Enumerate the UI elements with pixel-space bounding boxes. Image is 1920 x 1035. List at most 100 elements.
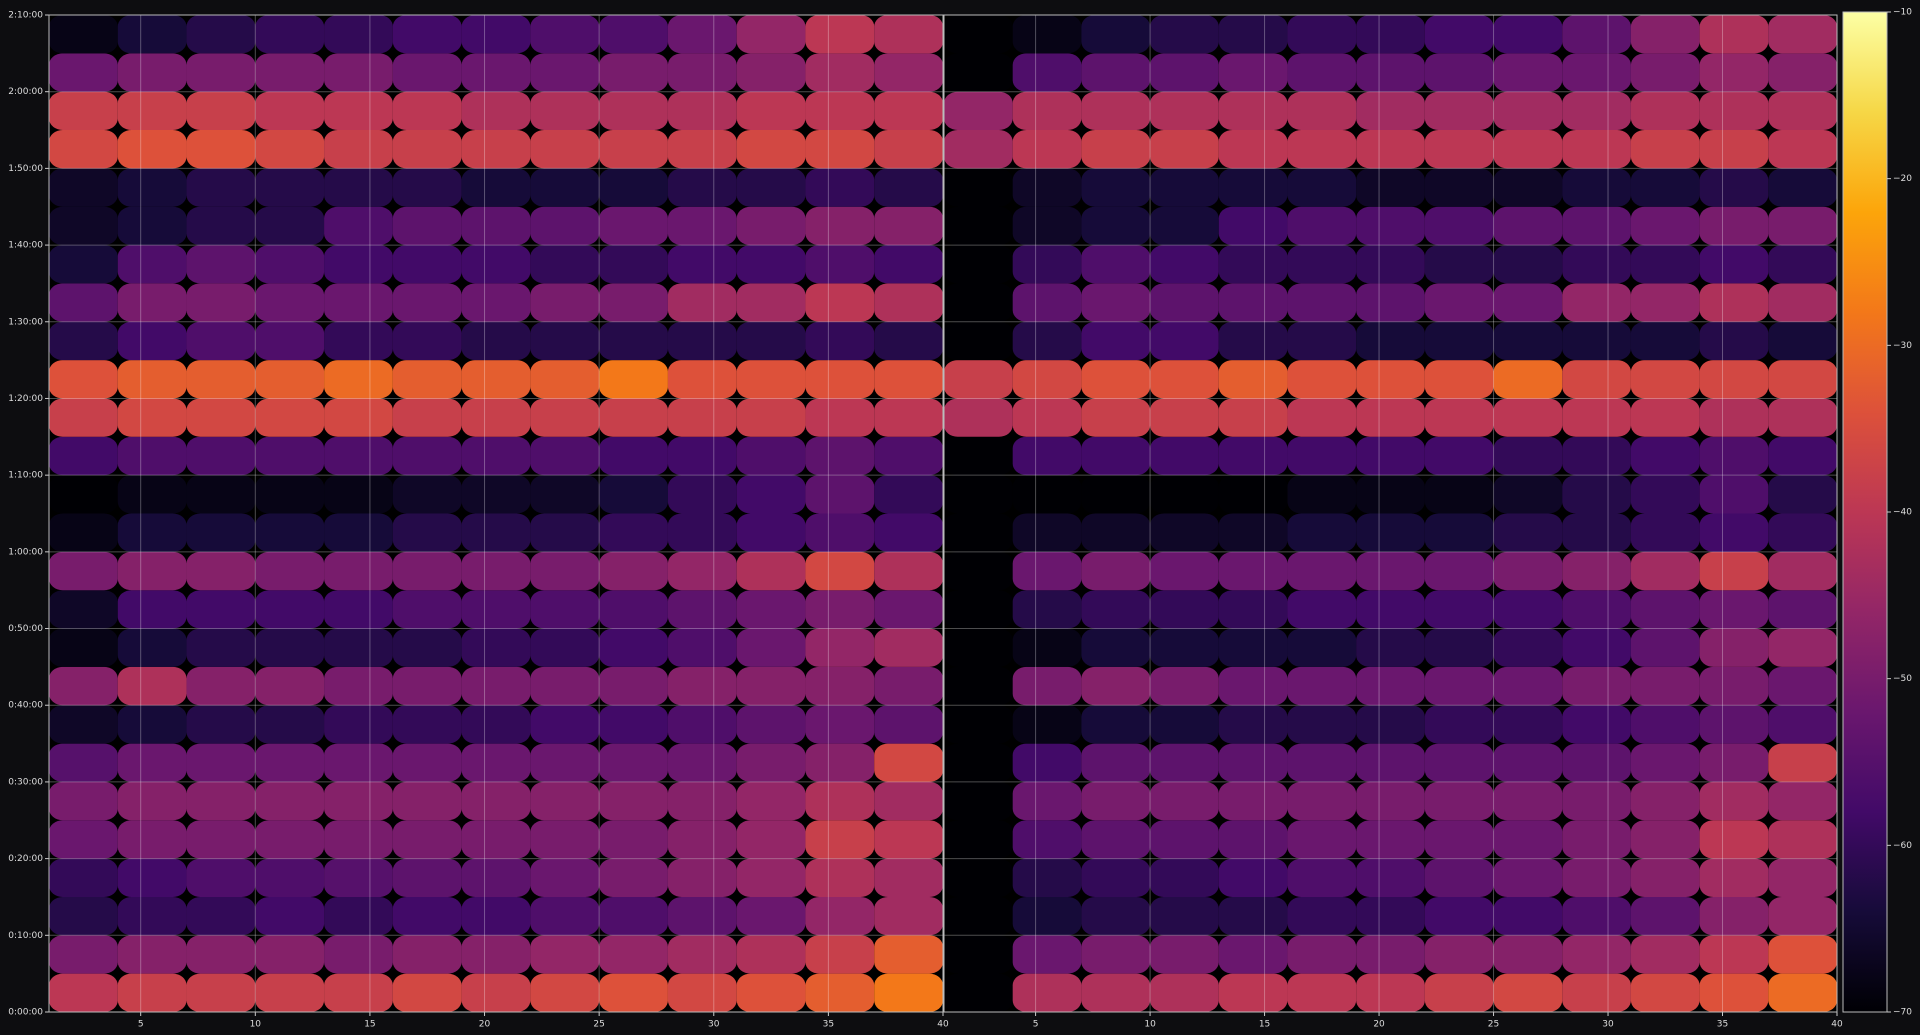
heatmap-cell: [255, 360, 325, 399]
x-tick-label: 40: [937, 1020, 949, 1030]
heatmap-cell: [1562, 91, 1631, 131]
heatmap-cell: [1218, 360, 1288, 399]
heatmap-cell: [530, 53, 600, 92]
heatmap-cell: [117, 360, 187, 399]
heatmap-cell: [117, 130, 187, 169]
heatmap-cell: [1287, 53, 1357, 92]
heatmap-cell: [461, 53, 531, 92]
heatmap-cell: [461, 551, 531, 591]
heatmap-cell: [255, 973, 325, 1012]
heatmap-cell: [805, 283, 875, 322]
heatmap-cell: [392, 705, 462, 744]
heatmap-cell: [1356, 130, 1425, 169]
heatmap-cell: [530, 743, 600, 782]
heatmap-cell: [1562, 245, 1631, 284]
heatmap-cell: [667, 781, 737, 821]
heatmap-cell: [805, 935, 875, 974]
heatmap-cell: [1012, 935, 1082, 974]
heatmap-cell: [874, 398, 943, 437]
heatmap-cell: [324, 206, 393, 246]
heatmap-cell: [1218, 781, 1288, 821]
heatmap-cell: [1493, 436, 1563, 476]
heatmap-cell: [874, 360, 943, 399]
heatmap-cell: [255, 283, 325, 322]
heatmap-cell: [1630, 781, 1700, 821]
heatmap-cell: [874, 283, 943, 322]
heatmap-cell: [944, 820, 1013, 859]
heatmap-cell: [117, 53, 187, 92]
heatmap-cell: [599, 820, 668, 859]
heatmap-cell: [117, 91, 187, 131]
heatmap-cell: [1218, 398, 1288, 437]
heatmap-cell: [1356, 91, 1425, 131]
heatmap-cell: [667, 513, 737, 552]
heatmap-cell: [736, 475, 806, 514]
heatmap-cell: [1699, 360, 1769, 399]
heatmap-cell: [49, 168, 118, 207]
heatmap-cell: [49, 858, 118, 897]
heatmap-cell: [530, 820, 600, 859]
y-tick-label: 1:40:00: [8, 241, 43, 251]
heatmap-cell: [324, 858, 393, 897]
heatmap-cell: [392, 168, 462, 207]
heatmap-cell: [186, 628, 256, 667]
heatmap-cell: [1424, 475, 1494, 514]
heatmap-cell: [736, 436, 806, 476]
heatmap-cell: [1218, 321, 1288, 361]
heatmap-cell: [1768, 513, 1837, 552]
y-tick-label: 1:20:00: [8, 394, 43, 404]
heatmap-cell: [461, 360, 531, 399]
heatmap-cell: [599, 53, 668, 92]
heatmap-cell: [874, 15, 943, 54]
heatmap-cell: [1424, 130, 1494, 169]
heatmap-cell: [530, 130, 600, 169]
heatmap-cell: [1081, 398, 1151, 437]
heatmap-cell: [461, 245, 531, 284]
heatmap-cell: [736, 781, 806, 821]
heatmap-cell: [1768, 705, 1837, 744]
heatmap-cell: [117, 820, 187, 859]
y-tick-label: 0:30:00: [8, 777, 43, 787]
heatmap-cell: [667, 705, 737, 744]
heatmap-cell: [944, 321, 1013, 361]
heatmap-cell: [49, 666, 118, 706]
heatmap-cell: [461, 820, 531, 859]
heatmap-cell: [1150, 858, 1219, 897]
heatmap-cell: [1493, 628, 1563, 667]
heatmap-cell: [1012, 743, 1082, 782]
heatmap-cell: [1699, 53, 1769, 92]
heatmap-cell: [1150, 245, 1219, 284]
heatmap-cell: [805, 436, 875, 476]
heatmap-cell: [324, 321, 393, 361]
heatmap-cell: [530, 436, 600, 476]
heatmap-cell: [874, 935, 943, 974]
heatmap-cell: [1012, 53, 1082, 92]
heatmap-cell: [805, 360, 875, 399]
heatmap-cell: [1081, 321, 1151, 361]
heatmap-cell: [599, 858, 668, 897]
heatmap-cell: [1218, 896, 1288, 936]
heatmap-cell: [874, 436, 943, 476]
heatmap-cell: [1630, 666, 1700, 706]
heatmap-cell: [49, 360, 118, 399]
heatmap-cell: [1424, 398, 1494, 437]
heatmap-cell: [117, 628, 187, 667]
heatmap-cell: [1012, 15, 1082, 54]
heatmap-cell: [49, 283, 118, 322]
heatmap-cell: [1218, 666, 1288, 706]
heatmap-cell: [392, 130, 462, 169]
heatmap-cell: [736, 53, 806, 92]
heatmap-cell: [255, 53, 325, 92]
heatmap-cell: [874, 628, 943, 667]
heatmap-cell: [1562, 551, 1631, 591]
heatmap-cell: [255, 398, 325, 437]
heatmap-cell: [392, 513, 462, 552]
heatmap-cell: [805, 973, 875, 1012]
heatmap-cell: [1424, 935, 1494, 974]
heatmap-cell: [1562, 513, 1631, 552]
heatmap-cell: [461, 858, 531, 897]
heatmap-cell: [49, 15, 118, 54]
heatmap-cell: [874, 743, 943, 782]
heatmap-cell: [1699, 15, 1769, 54]
heatmap-cell: [736, 590, 806, 629]
